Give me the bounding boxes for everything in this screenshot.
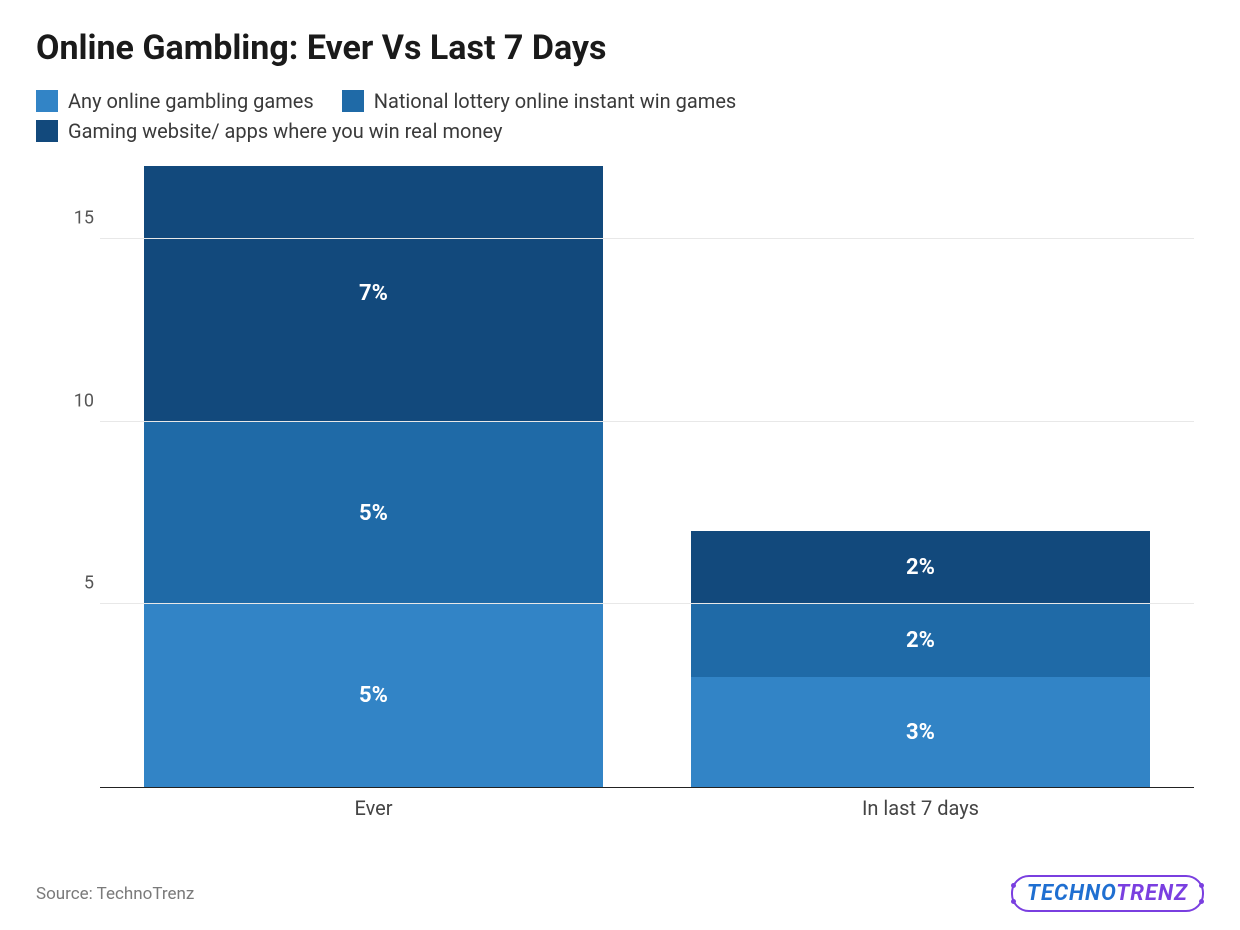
bar-segment: 2% — [691, 604, 1150, 677]
legend-swatch — [342, 90, 364, 112]
footer: Source: TechnoTrenz TECHNOTRENZ — [36, 875, 1204, 912]
bar-segment: 7% — [144, 166, 603, 422]
plot-area: 5%5%7%3%2%2% 51015 — [100, 166, 1194, 788]
chart-title: Online Gambling: Ever Vs Last 7 Days — [36, 28, 1204, 68]
gridline — [100, 421, 1194, 422]
legend-item: Any online gambling games — [36, 86, 314, 116]
brand-logo: TECHNOTRENZ — [1011, 875, 1204, 912]
source-text: Source: TechnoTrenz — [36, 884, 194, 904]
bar-stack: 3%2%2% — [691, 531, 1150, 787]
x-tick-label: Ever — [100, 788, 647, 826]
legend: Any online gambling games National lotter… — [36, 86, 1204, 146]
legend-swatch — [36, 90, 58, 112]
bar-stack: 5%5%7% — [144, 166, 603, 787]
legend-label: Gaming website/ apps where you win real … — [68, 116, 502, 146]
y-tick-label: 10 — [66, 390, 94, 411]
x-axis: EverIn last 7 days — [100, 788, 1194, 826]
bars-container: 5%5%7%3%2%2% — [100, 166, 1194, 787]
legend-label: National lottery online instant win game… — [374, 86, 737, 116]
legend-item: National lottery online instant win game… — [342, 86, 737, 116]
bar-segment: 3% — [691, 677, 1150, 787]
legend-label: Any online gambling games — [68, 86, 314, 116]
bar-segment: 5% — [144, 604, 603, 787]
bar-segment: 5% — [144, 422, 603, 605]
legend-swatch — [36, 120, 58, 142]
x-tick-label: In last 7 days — [647, 788, 1194, 826]
bar-slot: 3%2%2% — [647, 166, 1194, 787]
legend-item: Gaming website/ apps where you win real … — [36, 116, 502, 146]
y-tick-label: 5 — [66, 573, 94, 594]
brand-part-2: TRENZ — [1116, 881, 1188, 906]
gridline — [100, 238, 1194, 239]
gridline — [100, 603, 1194, 604]
chart-area: 5%5%7%3%2%2% 51015 EverIn last 7 days — [66, 166, 1194, 826]
bar-segment: 2% — [691, 531, 1150, 604]
bar-slot: 5%5%7% — [100, 166, 647, 787]
y-tick-label: 15 — [66, 208, 94, 229]
brand-part-1: TECHNO — [1027, 881, 1116, 906]
